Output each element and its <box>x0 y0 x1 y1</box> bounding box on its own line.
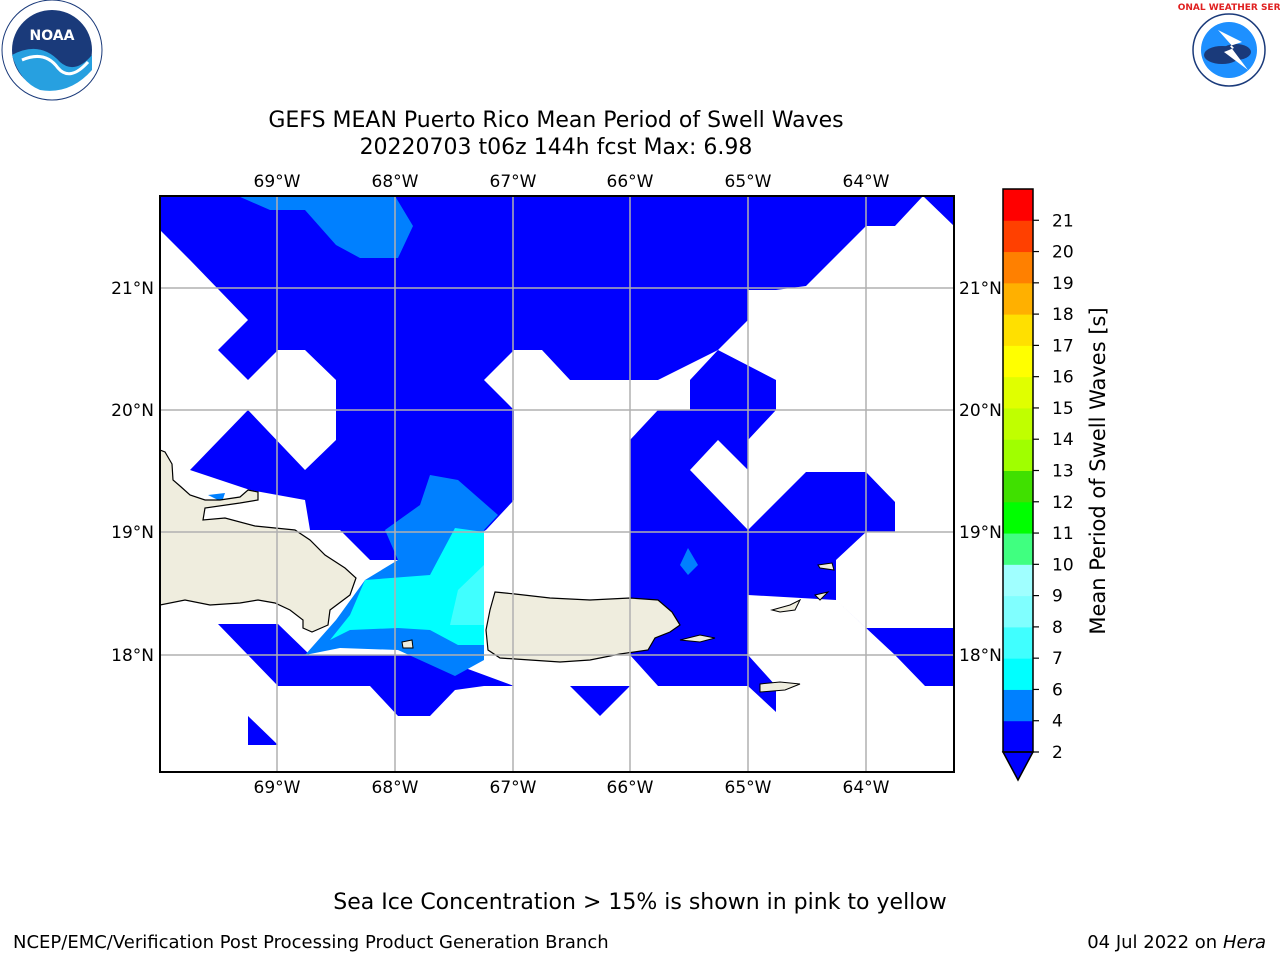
colorbar-tick-label: 21 <box>1052 211 1074 231</box>
land-virgin-islands <box>770 598 802 613</box>
swell-period-2-4-south <box>218 624 514 716</box>
footer-date: 04 Jul 2022 on Hera <box>1087 932 1266 953</box>
lon-label-top: 67°W <box>490 172 537 192</box>
swell-period-6-7-region <box>330 528 484 645</box>
colorbar-segment <box>1003 251 1033 284</box>
lon-label-top: 65°W <box>725 172 772 192</box>
colorbar-tick-label: 13 <box>1052 462 1074 482</box>
land-anegada <box>817 562 835 571</box>
lat-label-right: 20°N <box>959 401 1002 421</box>
colorbar-tick-label: 15 <box>1052 399 1074 419</box>
nws-logo: NATIONAL WEATHER SERVICE <box>1178 3 1280 87</box>
land-virgin-islands-2 <box>814 591 830 601</box>
lon-label-bottom: 69°W <box>254 778 301 798</box>
land-st-croix <box>759 681 801 693</box>
colorbar-tick-label: 10 <box>1052 555 1074 575</box>
colorbar-tick-label: 8 <box>1052 618 1063 638</box>
colorbar-segment <box>1003 345 1033 378</box>
colorbar-segment <box>1003 564 1033 597</box>
map-grid <box>160 196 954 772</box>
noaa-logo-text: NOAA <box>30 28 75 44</box>
colorbar-tick-label: 20 <box>1052 243 1074 263</box>
lat-label-right: 18°N <box>959 646 1002 666</box>
land-mona-island <box>401 639 414 649</box>
colorbar-tick-label: 4 <box>1052 712 1063 732</box>
footer-host: Hera <box>1222 932 1266 953</box>
lon-label-top: 64°W <box>843 172 890 192</box>
swell-period-2-4-south-2 <box>570 686 630 716</box>
land-hispaniola <box>160 449 357 633</box>
colorbar-segment <box>1003 439 1033 471</box>
colorbar-tick-label: 17 <box>1052 336 1074 356</box>
land-puerto-rico <box>485 591 681 663</box>
lat-label-left: 21°N <box>111 279 154 299</box>
colorbar-tick-label: 2 <box>1052 743 1063 763</box>
colorbar-segment <box>1003 282 1033 315</box>
colorbar-segment <box>1003 407 1033 440</box>
swell-period-2-4-small <box>248 716 278 745</box>
colorbar-segment <box>1003 533 1033 565</box>
chart-subtitle: 20220703 t06z 144h fcst Max: 6.98 <box>359 135 753 160</box>
nws-logo-text: NATIONAL WEATHER SERVICE <box>1178 3 1280 13</box>
swell-period-4-6-spot <box>680 548 698 575</box>
colorbar-segment <box>1003 376 1033 409</box>
colorbar-tick-label: 7 <box>1052 649 1063 669</box>
lat-label-right: 21°N <box>959 279 1002 299</box>
colorbar-tick-label: 12 <box>1052 493 1074 513</box>
lat-label-right: 19°N <box>959 523 1002 543</box>
lon-label-bottom: 66°W <box>607 778 654 798</box>
lon-label-bottom: 68°W <box>372 778 419 798</box>
lon-label-bottom: 67°W <box>490 778 537 798</box>
colorbar-segment <box>1003 220 1033 253</box>
colorbar: 2 4 6 7 8 9 10 11 12 13 14 15 16 17 18 19 20 21 <box>1001 188 1074 782</box>
colorbar-segment <box>1003 626 1033 659</box>
colorbar-segment <box>1003 470 1033 503</box>
land-vieques <box>679 634 716 643</box>
colorbar-segment <box>1003 658 1033 690</box>
lon-label-top: 68°W <box>372 172 419 192</box>
swell-period-7-8-region <box>450 565 484 625</box>
colorbar-segment <box>1003 189 1033 221</box>
colorbar-tick-label: 19 <box>1052 274 1074 294</box>
lat-label-left: 18°N <box>111 646 154 666</box>
colorbar-segment <box>1003 314 1033 346</box>
colorbar-tick-label: 11 <box>1052 524 1074 544</box>
swell-period-2-4-region <box>160 196 954 712</box>
colorbar-tick-label: 9 <box>1052 587 1063 607</box>
colorbar-segment <box>1003 720 1033 753</box>
colorbar-segment <box>1003 689 1033 722</box>
swell-period-4-6-north <box>238 196 413 258</box>
colorbar-label: Mean Period of Swell Waves [s] <box>1086 307 1110 634</box>
colorbar-tick-label: 6 <box>1052 680 1063 700</box>
colorbar-tick-label: 16 <box>1052 368 1074 388</box>
sea-ice-note: Sea Ice Concentration > 15% is shown in … <box>333 890 947 915</box>
chart-title: GEFS MEAN Puerto Rico Mean Period of Swe… <box>268 108 844 133</box>
lat-label-left: 20°N <box>111 401 154 421</box>
colorbar-tick-label: 18 <box>1052 305 1074 325</box>
lon-label-top: 69°W <box>254 172 301 192</box>
lon-label-bottom: 65°W <box>725 778 772 798</box>
footer-credit: NCEP/EMC/Verification Post Processing Pr… <box>13 932 609 953</box>
colorbar-extend-arrow <box>1001 751 1035 782</box>
lon-label-bottom: 64°W <box>843 778 890 798</box>
footer-date-text: 04 Jul 2022 on <box>1087 932 1223 953</box>
map-frame <box>159 195 955 773</box>
lon-label-top: 66°W <box>607 172 654 192</box>
colorbar-segment <box>1003 595 1033 628</box>
colorbar-tick-label: 14 <box>1052 430 1074 450</box>
colorbar-segment <box>1003 501 1033 534</box>
noaa-logo: NOAA <box>1 0 103 101</box>
lat-label-left: 19°N <box>111 523 154 543</box>
